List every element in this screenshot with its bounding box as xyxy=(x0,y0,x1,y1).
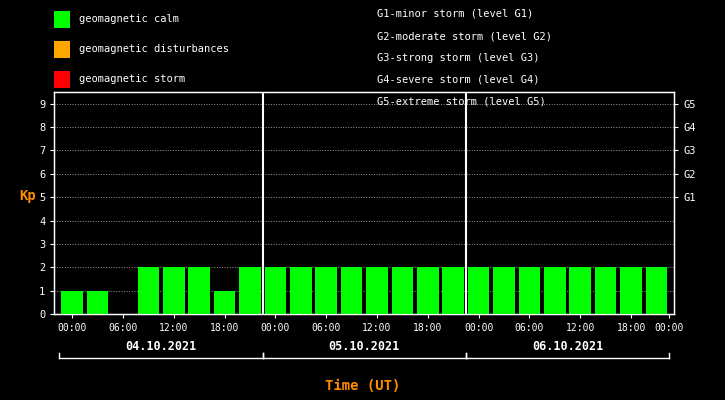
Text: 06.10.2021: 06.10.2021 xyxy=(532,340,603,352)
Bar xyxy=(239,267,261,314)
Text: geomagnetic calm: geomagnetic calm xyxy=(79,14,179,24)
Bar xyxy=(442,267,464,314)
Bar xyxy=(646,267,667,314)
Bar xyxy=(138,267,160,314)
Bar xyxy=(518,267,540,314)
Text: Time (UT): Time (UT) xyxy=(325,379,400,393)
Bar xyxy=(594,267,616,314)
Bar xyxy=(315,267,337,314)
Bar xyxy=(214,291,236,314)
Text: G5-extreme storm (level G5): G5-extreme storm (level G5) xyxy=(377,97,546,107)
Y-axis label: Kp: Kp xyxy=(20,189,36,203)
Text: G4-severe storm (level G4): G4-severe storm (level G4) xyxy=(377,75,539,85)
Text: 04.10.2021: 04.10.2021 xyxy=(125,340,196,352)
Bar xyxy=(493,267,515,314)
Text: G1-minor storm (level G1): G1-minor storm (level G1) xyxy=(377,9,534,19)
Text: geomagnetic disturbances: geomagnetic disturbances xyxy=(79,44,229,54)
Bar xyxy=(341,267,362,314)
Text: 05.10.2021: 05.10.2021 xyxy=(328,340,400,352)
Bar xyxy=(163,267,185,314)
Bar xyxy=(290,267,312,314)
Bar xyxy=(188,267,210,314)
Bar xyxy=(569,267,591,314)
Text: geomagnetic storm: geomagnetic storm xyxy=(79,74,186,84)
Bar xyxy=(87,291,108,314)
Bar xyxy=(468,267,489,314)
Bar xyxy=(366,267,388,314)
Bar xyxy=(544,267,566,314)
Text: G3-strong storm (level G3): G3-strong storm (level G3) xyxy=(377,53,539,63)
Text: G2-moderate storm (level G2): G2-moderate storm (level G2) xyxy=(377,31,552,41)
Bar xyxy=(417,267,439,314)
Bar xyxy=(265,267,286,314)
Bar xyxy=(62,291,83,314)
Bar xyxy=(392,267,413,314)
Bar xyxy=(621,267,642,314)
